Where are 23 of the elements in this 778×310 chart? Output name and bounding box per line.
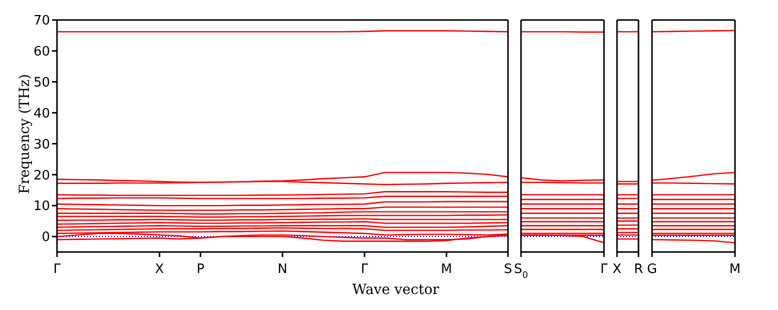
y-axis-title: Frequency (THz) xyxy=(17,72,33,196)
x-tick-label: Γ xyxy=(360,262,369,277)
x-tick-label: M xyxy=(728,262,740,277)
x-tick-label: X xyxy=(612,262,622,277)
x-tick-label: Γ xyxy=(600,262,608,277)
x-tick-label: R xyxy=(634,262,644,277)
y-tick-label: 20 xyxy=(33,168,50,184)
x-tick-label: M xyxy=(440,262,452,277)
y-tick-label: 0 xyxy=(42,230,50,246)
x-tick-label: X xyxy=(155,262,164,277)
x-tick-label: S xyxy=(504,262,512,277)
y-tick-label: 70 xyxy=(33,14,50,29)
x-tick-label: G xyxy=(646,262,657,277)
y-tick-label: 40 xyxy=(33,106,50,122)
y-tick-label: 50 xyxy=(33,75,50,90)
x-tick-label: Γ xyxy=(53,262,62,277)
y-tick-label: 10 xyxy=(33,199,50,214)
x-tick-label: N xyxy=(278,262,288,277)
x-tick-label: P xyxy=(196,262,205,277)
y-tick-label: 60 xyxy=(33,44,50,60)
y-tick-label: 30 xyxy=(33,137,50,152)
x-tick-label: S$_{0}$ xyxy=(514,262,528,281)
x-axis-title: Wave vector xyxy=(351,282,440,298)
